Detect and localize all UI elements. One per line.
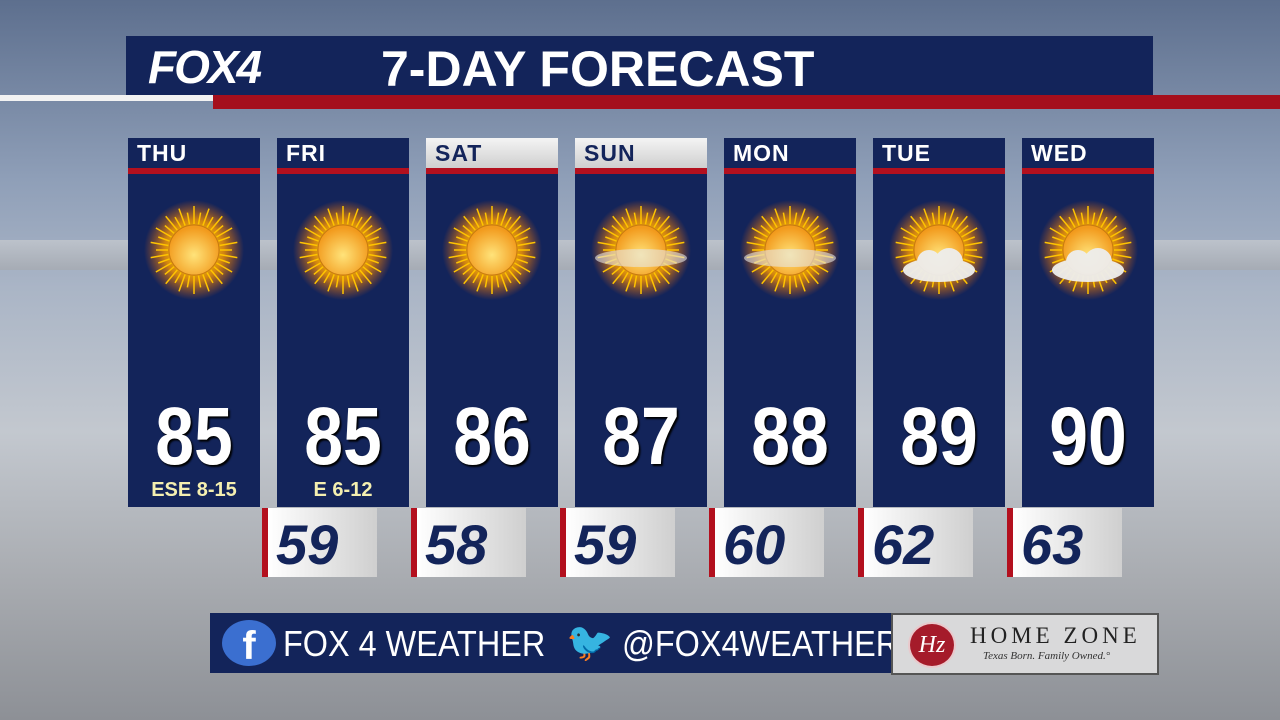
- low-temp: 58: [425, 513, 488, 576]
- day-label: SAT: [426, 138, 558, 168]
- day-divider: [1022, 168, 1154, 174]
- twitter-icon: 🐦: [566, 622, 614, 664]
- facebook-icon: f: [222, 620, 276, 668]
- low-temp: 63: [1021, 513, 1084, 576]
- high-temp: 87: [602, 391, 680, 482]
- hazy-sun-icon: [740, 200, 840, 300]
- sponsor-name: HOME ZONE: [970, 623, 1141, 648]
- home-zone-logo: Hz: [908, 622, 956, 668]
- low-temp: 62: [872, 513, 935, 576]
- day-label: WED: [1031, 140, 1088, 166]
- low-temp-box: 62: [858, 508, 973, 577]
- page-title: 7-DAY FORECAST: [381, 41, 815, 97]
- high-temp: 90: [1049, 391, 1127, 482]
- day-divider: [128, 168, 260, 174]
- day-label: FRI: [286, 140, 327, 166]
- high-temp: 89: [900, 391, 978, 482]
- low-temp-box: 59: [262, 508, 377, 577]
- day-column-thu: THU 85 ESE 8-15: [128, 138, 260, 507]
- day-divider: [277, 168, 409, 174]
- day-column-sat: SAT 86: [426, 138, 558, 507]
- high-temp: 85: [155, 391, 233, 482]
- day-label: MON: [733, 140, 790, 166]
- low-temp-box: 63: [1007, 508, 1122, 577]
- low-temp-box: 59: [560, 508, 675, 577]
- partly-cloudy-icon: [1038, 200, 1138, 300]
- low-temp-box: 60: [709, 508, 824, 577]
- sponsor-tagline: Texas Born. Family Owned.°: [983, 650, 1111, 662]
- day-divider: [724, 168, 856, 174]
- hazy-sun-icon: [591, 200, 691, 300]
- day-label: TUE: [882, 140, 931, 166]
- social-bar: f FOX 4 WEATHER 🐦 @FOX4WEATHER: [210, 613, 899, 673]
- day-column-fri: FRI 85 E 6-12: [277, 138, 409, 507]
- day-column-sun: SUN 87: [575, 138, 707, 507]
- sponsor-home-zone: Hz HOME ZONE Texas Born. Family Owned.°: [891, 613, 1159, 675]
- day-column-wed: WED 90: [1022, 138, 1154, 507]
- sunny-icon: [144, 200, 244, 300]
- partly-cloudy-icon: [889, 200, 989, 300]
- high-temp: 88: [751, 391, 829, 482]
- day-divider: [575, 168, 707, 174]
- facebook-handle: FOX 4 WEATHER: [283, 623, 546, 664]
- wind-forecast: E 6-12: [313, 479, 373, 501]
- day-column-mon: MON 88: [724, 138, 856, 507]
- header-banner: FOX4 7-DAY FORECAST: [126, 36, 1153, 97]
- day-divider: [426, 168, 558, 174]
- low-temp-box: 58: [411, 508, 526, 577]
- wind-forecast: ESE 8-15: [151, 479, 237, 501]
- divider-red: [213, 95, 1280, 109]
- high-temp: 85: [304, 391, 382, 482]
- low-temp: 59: [574, 513, 637, 576]
- low-temp: 60: [723, 513, 786, 576]
- day-divider: [873, 168, 1005, 174]
- sunny-icon: [442, 200, 542, 300]
- twitter-handle: @FOX4WEATHER: [622, 623, 900, 664]
- high-temp: 86: [453, 391, 531, 482]
- divider-white: [0, 95, 213, 101]
- day-label: THU: [137, 140, 188, 166]
- sunny-icon: [293, 200, 393, 300]
- day-label: SUN: [575, 138, 707, 168]
- fox4-logo: FOX4: [148, 41, 262, 93]
- day-column-tue: TUE 89: [873, 138, 1005, 507]
- low-temp: 59: [276, 513, 339, 576]
